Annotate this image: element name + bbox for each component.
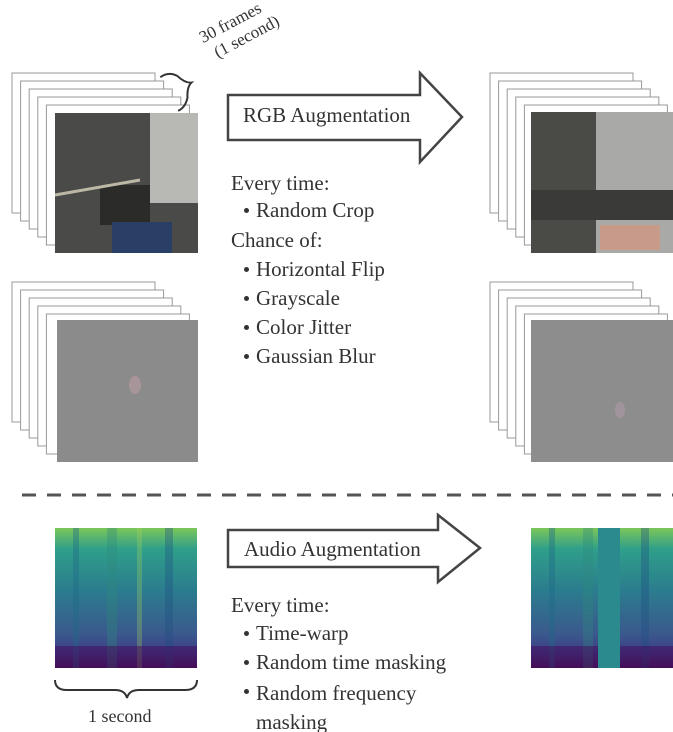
spectrogram-label: 1 second [88,706,152,726]
audio-title: Audio Augmentation [244,537,421,561]
rgb-title: RGB Augmentation [243,103,411,127]
audio-item: Random time masking [244,650,466,674]
rgb-always-heading: Every time: [231,171,330,195]
flow-frame [57,320,198,462]
audio-arrow [226,512,483,585]
audio-item: Time-warp [244,621,466,645]
rgb-arrow [226,69,464,166]
rgb-item: Random Crop [244,198,466,222]
rgb-chance-heading: Chance of: [231,228,323,252]
audio-item: Random frequency masking [244,679,466,732]
rgb-item: Horizontal Flip [244,257,466,281]
audio-always-heading: Every time: [231,593,330,617]
rgb-item: Grayscale [244,286,466,310]
time-mask [598,528,620,668]
rgb-item: Gaussian Blur [244,344,466,368]
augmented-flow-frame [531,320,673,462]
rgb-item: Color Jitter [244,315,466,339]
